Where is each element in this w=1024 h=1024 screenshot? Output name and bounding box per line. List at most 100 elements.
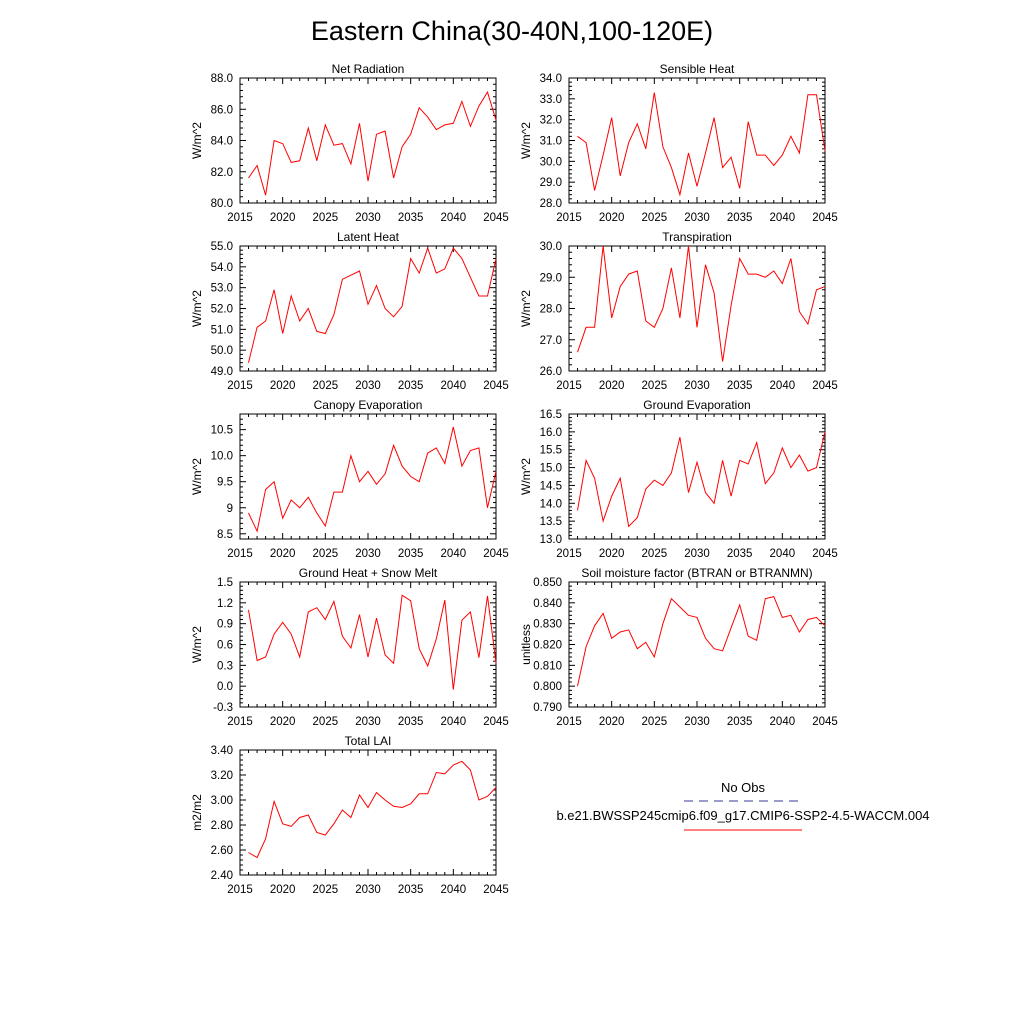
y-tick-label: 14.0: [540, 498, 562, 510]
y-tick-label: 52.0: [211, 304, 233, 316]
y-axis-label: W/m^2: [519, 290, 533, 327]
x-tick-label: 2020: [270, 548, 296, 560]
y-tick-label: 2.60: [211, 845, 233, 857]
legend-obs-label: No Obs: [721, 780, 766, 795]
series-line: [577, 596, 826, 687]
x-tick-label: 2035: [398, 548, 424, 560]
x-tick-label: 2030: [684, 380, 710, 392]
x-tick-label: 2025: [642, 548, 668, 560]
series-line: [248, 90, 497, 196]
figure-title: Eastern China(30-40N,100-120E): [311, 16, 713, 46]
y-tick-label: 2.80: [211, 820, 233, 832]
y-axis-label: W/m^2: [190, 626, 204, 663]
x-tick-label: 2045: [483, 380, 509, 392]
y-tick-label: 0.9: [217, 619, 233, 631]
y-tick-label: 0.850: [533, 577, 562, 589]
y-tick-label: 28.0: [540, 198, 562, 210]
x-tick-label: 2045: [812, 380, 838, 392]
x-tick-label: 2020: [599, 716, 625, 728]
y-tick-label: 3.40: [211, 745, 233, 757]
panel-title: Ground Heat + Snow Melt: [299, 566, 438, 580]
x-tick-label: 2020: [270, 380, 296, 392]
x-tick-label: 2045: [483, 716, 509, 728]
y-tick-label: 26.0: [540, 366, 562, 378]
x-tick-label: 2030: [355, 548, 381, 560]
x-tick-label: 2015: [227, 884, 253, 896]
panel-8: 2015 2020 2025 2030 2035 2040 2045 2.40 2.60 2.80…: [190, 734, 509, 896]
plot-frame: [239, 245, 497, 372]
y-tick-label: 3.20: [211, 770, 233, 782]
y-tick-label: 82.0: [211, 167, 233, 179]
x-tick-label: 2035: [398, 212, 424, 224]
x-tick-label: 2015: [556, 380, 582, 392]
legend: No Obs b.e21.BWSSP245cmip6.f09_g17.CMIP6…: [556, 780, 930, 831]
y-tick-label: 31.0: [540, 136, 562, 148]
y-tick-label: 9: [227, 503, 233, 515]
plot-frame: [568, 77, 826, 204]
y-tick-label: 13.0: [540, 534, 562, 546]
y-tick-label: 30.0: [540, 156, 562, 168]
series-line: [248, 426, 497, 533]
x-tick-label: 2035: [398, 380, 424, 392]
y-axis-label: W/m^2: [190, 458, 204, 495]
x-tick-label: 2015: [227, 212, 253, 224]
x-tick-label: 2025: [313, 548, 339, 560]
y-tick-label: 29.0: [540, 272, 562, 284]
x-tick-label: 2030: [684, 212, 710, 224]
panels: 2015 2020 2025 2030 2035 2040 2045 80.0 82.0 84.0…: [190, 62, 838, 896]
series-line: [248, 594, 497, 690]
x-tick-label: 2025: [313, 884, 339, 896]
x-tick-label: 2020: [599, 380, 625, 392]
y-axis-label: unitless: [519, 624, 533, 665]
x-tick-label: 2030: [355, 380, 381, 392]
y-tick-label: 8.5: [217, 529, 233, 541]
x-tick-label: 2045: [812, 716, 838, 728]
y-tick-label: 49.0: [211, 366, 233, 378]
y-tick-label: 0.830: [533, 619, 562, 631]
series-line: [248, 760, 497, 859]
x-tick-label: 2035: [727, 212, 753, 224]
panel-5: 2015 2020 2025 2030 2035 2040 2045 13.0 13.5 14.0…: [519, 398, 838, 560]
plot-frame: [568, 413, 826, 540]
x-tick-label: 2030: [684, 716, 710, 728]
x-tick-label: 2045: [483, 884, 509, 896]
y-tick-label: 0.6: [217, 640, 233, 652]
x-tick-label: 2015: [556, 716, 582, 728]
series-line: [248, 246, 497, 363]
y-tick-label: 0.800: [533, 681, 562, 693]
y-tick-label: 0.820: [533, 640, 562, 652]
y-tick-label: 80.0: [211, 198, 233, 210]
x-tick-label: 2020: [599, 548, 625, 560]
series-line: [577, 245, 826, 362]
y-axis-label: W/m^2: [519, 122, 533, 159]
x-tick-label: 2015: [227, 716, 253, 728]
x-tick-label: 2045: [483, 212, 509, 224]
y-tick-label: 1.2: [217, 598, 233, 610]
y-axis-label: W/m^2: [519, 458, 533, 495]
y-tick-label: -0.3: [213, 702, 233, 714]
x-tick-label: 2030: [684, 548, 710, 560]
panel-title: Transpiration: [662, 230, 732, 244]
y-tick-label: 0.790: [533, 702, 562, 714]
x-tick-label: 2040: [441, 716, 467, 728]
x-tick-label: 2025: [642, 212, 668, 224]
y-tick-label: 13.5: [540, 516, 562, 528]
y-tick-label: 10.0: [211, 451, 233, 463]
x-tick-label: 2015: [556, 548, 582, 560]
plot-frame: [568, 245, 826, 372]
panel-title: Soil moisture factor (BTRAN or BTRANMN): [581, 566, 812, 580]
y-tick-label: 53.0: [211, 283, 233, 295]
x-tick-label: 2025: [313, 716, 339, 728]
x-tick-label: 2025: [313, 380, 339, 392]
x-tick-label: 2030: [355, 212, 381, 224]
x-tick-label: 2015: [227, 548, 253, 560]
y-tick-label: 54.0: [211, 262, 233, 274]
panel-7: 2015 2020 2025 2030 2035 2040 2045 0.790 0.800 0.…: [519, 566, 838, 728]
x-tick-label: 2020: [599, 212, 625, 224]
y-axis-label: m2/m2: [190, 794, 204, 831]
panel-1: 2015 2020 2025 2030 2035 2040 2045 28.0 29.0 30.0…: [519, 62, 838, 224]
panel-3: 2015 2020 2025 2030 2035 2040 2045 26.0 27.0 28.0…: [519, 230, 838, 392]
y-tick-label: 84.0: [211, 136, 233, 148]
series-line: [577, 92, 826, 197]
panel-title: Latent Heat: [337, 230, 400, 244]
